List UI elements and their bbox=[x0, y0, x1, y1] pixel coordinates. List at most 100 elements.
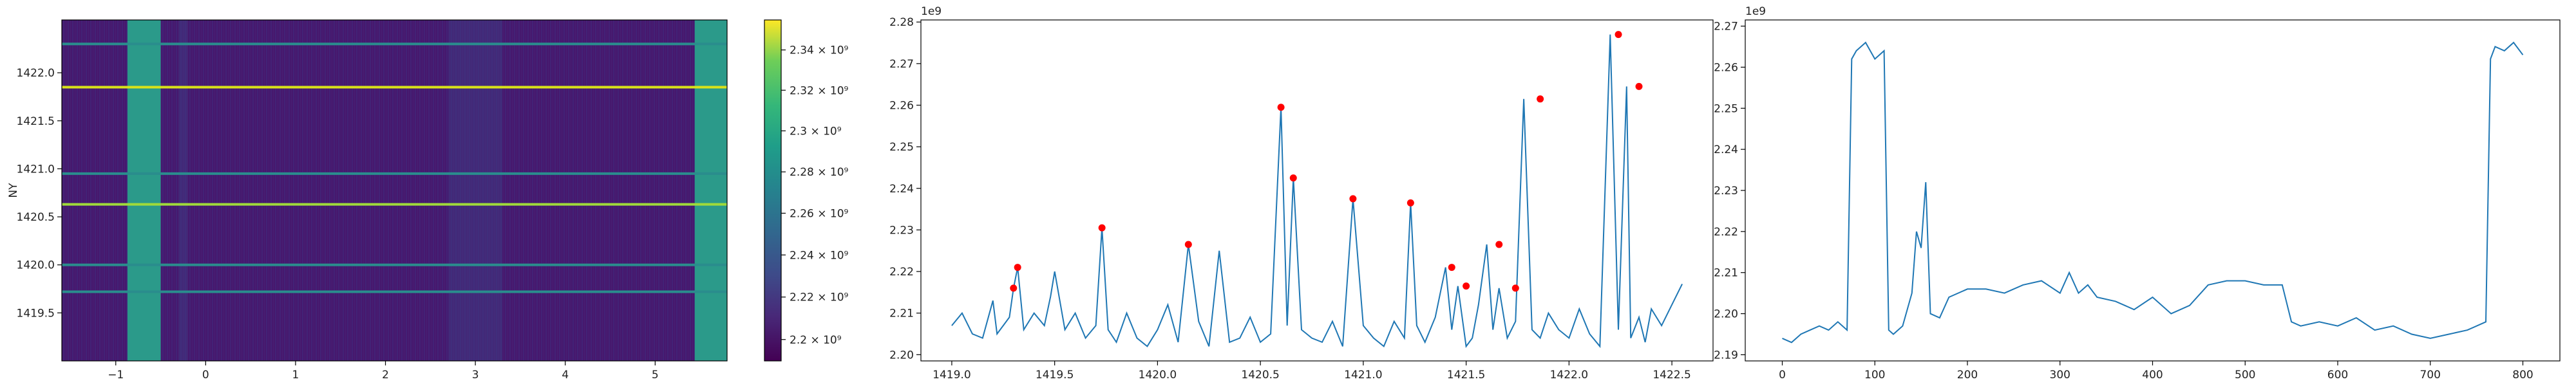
colorbar-tick-label: 2.28 × 10⁹ bbox=[790, 166, 849, 179]
peak-markers bbox=[1010, 31, 1643, 292]
x-tick-label: 500 bbox=[2235, 369, 2255, 381]
heatmap-y-tick-label: 1421.0 bbox=[17, 163, 55, 176]
x-tick-label: 1421.5 bbox=[1447, 369, 1485, 381]
peaks-line-panel: 1419.0 1419.5 1420.0 1420.5 1421.0 1421.5 1422… bbox=[889, 5, 1714, 381]
x-tick-label: 1422.5 bbox=[1653, 369, 1690, 381]
colorbar-gradient bbox=[764, 20, 781, 361]
heatmap-panel: −1 0 1 2 3 4 5 1419.51420.01420.51421.01421.51… bbox=[7, 19, 728, 381]
heatmap-bright-row bbox=[62, 290, 727, 293]
y-tick-label: 2.22 bbox=[889, 266, 914, 279]
peak-marker bbox=[1289, 174, 1297, 182]
peaks-series-line bbox=[951, 34, 1683, 349]
colorbar-ticks: 2.2 × 10⁹ 2.22 × 10⁹ 2.24 × 10⁹ 2.26 × 10⁹ 2… bbox=[781, 44, 849, 347]
peaks-offset-label: 1e9 bbox=[921, 5, 942, 18]
colorbar-tick-label: 2.22 × 10⁹ bbox=[790, 291, 849, 304]
heatmap-bright-column bbox=[127, 20, 161, 361]
y-tick-label: 2.27 bbox=[1714, 21, 1738, 33]
x-tick-label: 0 bbox=[1779, 369, 1786, 381]
heatmap-frame bbox=[61, 19, 728, 362]
x-tick-label: 400 bbox=[2142, 369, 2163, 381]
x-tick-label: 1421.0 bbox=[1344, 369, 1382, 381]
x-tick-label: 1420.5 bbox=[1241, 369, 1279, 381]
y-tick-label: 2.24 bbox=[1714, 143, 1738, 156]
colorbar-frame bbox=[764, 19, 782, 362]
y-tick-label: 2.21 bbox=[889, 308, 914, 320]
peak-marker bbox=[1010, 284, 1018, 292]
y-tick-label: 2.26 bbox=[1714, 61, 1738, 74]
heatmap-faint-column bbox=[178, 20, 188, 361]
heatmap-x-tick-label: 0 bbox=[202, 369, 209, 381]
colorbar[interactable]: 2.2 × 10⁹ 2.22 × 10⁹ 2.24 × 10⁹ 2.26 × 10⁹ 2… bbox=[764, 19, 849, 362]
peak-marker bbox=[1463, 282, 1470, 290]
peak-marker bbox=[1511, 284, 1519, 292]
y-tick-label: 2.23 bbox=[1714, 185, 1738, 198]
y-tick-label: 2.25 bbox=[889, 141, 914, 154]
y-tick-label: 2.23 bbox=[889, 224, 914, 237]
heatmap-background bbox=[62, 20, 727, 361]
heatmap-bright-row bbox=[62, 172, 727, 175]
peaks-frame bbox=[920, 19, 1714, 362]
peak-marker bbox=[1406, 199, 1414, 207]
colorbar-tick-label: 2.3 × 10⁹ bbox=[790, 125, 842, 138]
x-tick-label: 1420.0 bbox=[1139, 369, 1177, 381]
heatmap-y-tick-label: 1420.0 bbox=[17, 259, 55, 272]
colorbar-tick-label: 2.2 × 10⁹ bbox=[790, 334, 842, 347]
peak-marker bbox=[1537, 95, 1544, 103]
peak-marker bbox=[1349, 195, 1357, 203]
colorbar-tick-label: 2.24 × 10⁹ bbox=[790, 249, 849, 262]
heatmap-bright-row bbox=[62, 42, 727, 46]
y-tick-label: 2.21 bbox=[1714, 267, 1738, 280]
heatmap-x-tick-label: 4 bbox=[562, 369, 569, 381]
heatmap-image bbox=[62, 20, 727, 361]
peak-marker bbox=[1014, 264, 1021, 271]
x-tick-label: 1419.0 bbox=[933, 369, 971, 381]
x-tick-label: 700 bbox=[2420, 369, 2441, 381]
index-offset-label: 1e9 bbox=[1745, 5, 1766, 18]
peak-marker bbox=[1495, 241, 1503, 248]
peaks-axis-ticks: 1419.0 1419.5 1420.0 1420.5 1421.0 1421.5 1422… bbox=[889, 16, 1691, 381]
heatmap-y-tick-label: 1422.0 bbox=[17, 67, 55, 80]
colorbar-tick-label: 2.34 × 10⁹ bbox=[790, 44, 849, 57]
heatmap-bright-row bbox=[62, 86, 727, 89]
peak-marker bbox=[1615, 31, 1622, 39]
heatmap-faint-column bbox=[448, 20, 503, 361]
x-tick-label: 1422.0 bbox=[1550, 369, 1588, 381]
heatmap-x-ticks: −1 0 1 2 3 4 5 bbox=[108, 361, 659, 381]
peak-marker bbox=[1277, 104, 1285, 111]
heatmap-bright-column bbox=[694, 20, 727, 361]
heatmap-bright-row bbox=[62, 203, 727, 206]
x-tick-label: 600 bbox=[2327, 369, 2348, 381]
index-line-panel: 0 100 200 300 400 500 600 700 800 2.19 2.20 2.21 2.2… bbox=[1714, 5, 2561, 381]
x-tick-label: 300 bbox=[2050, 369, 2070, 381]
y-tick-label: 2.28 bbox=[889, 16, 914, 29]
heatmap-x-tick-label: 2 bbox=[382, 369, 389, 381]
heatmap-y-tick-label: 1421.5 bbox=[17, 115, 55, 128]
y-tick-label: 2.22 bbox=[1714, 226, 1738, 239]
colorbar-tick-label: 2.32 × 10⁹ bbox=[790, 84, 849, 97]
index-series-line bbox=[1782, 41, 2524, 344]
index-axis-ticks: 0 100 200 300 400 500 600 700 800 2.19 2.20 2.21 2.2… bbox=[1714, 21, 2533, 381]
peak-marker bbox=[1448, 264, 1455, 271]
heatmap-y-tick-label: 1419.5 bbox=[17, 307, 55, 320]
x-tick-label: 100 bbox=[1864, 369, 1885, 381]
x-tick-label: 800 bbox=[2512, 369, 2533, 381]
peak-marker bbox=[1184, 241, 1192, 248]
heatmap-y-ticks: 1419.5 1420.0 1420.5 1421.0 1421.5 1422.0 bbox=[17, 67, 62, 320]
heatmap-x-tick-label: −1 bbox=[108, 369, 124, 381]
heatmap-x-tick-label: 1 bbox=[292, 369, 299, 381]
index-frame bbox=[1745, 19, 2561, 362]
y-tick-label: 2.19 bbox=[1714, 349, 1738, 362]
peak-marker bbox=[1635, 82, 1643, 90]
y-tick-label: 2.24 bbox=[889, 183, 914, 196]
y-tick-label: 2.20 bbox=[1714, 308, 1738, 321]
y-tick-label: 2.20 bbox=[889, 349, 914, 362]
heatmap-x-tick-label: 5 bbox=[652, 369, 659, 381]
heatmap-x-tick-label: 3 bbox=[472, 369, 479, 381]
x-tick-label: 1419.5 bbox=[1036, 369, 1074, 381]
y-tick-label: 2.25 bbox=[1714, 102, 1738, 115]
colorbar-tick-label: 2.26 × 10⁹ bbox=[790, 207, 849, 220]
y-tick-label: 2.26 bbox=[889, 100, 914, 113]
heatmap-bright-row bbox=[62, 263, 727, 266]
x-tick-label: 200 bbox=[1957, 369, 1978, 381]
